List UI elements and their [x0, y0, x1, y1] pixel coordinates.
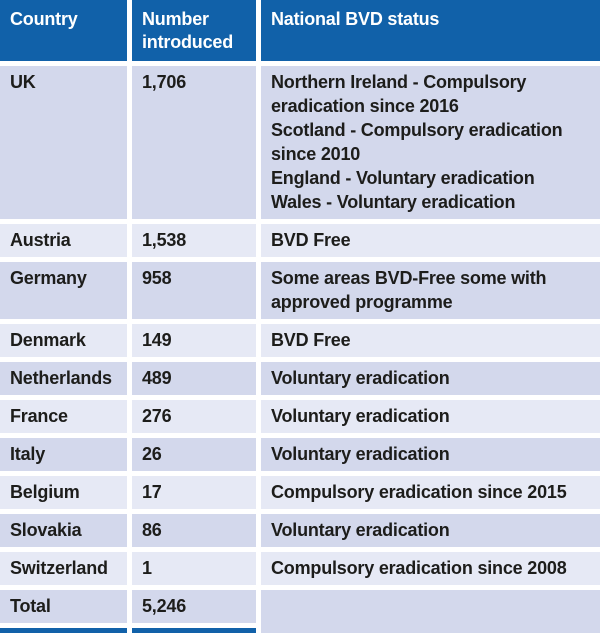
cell-number-denmark: 149 — [132, 324, 256, 357]
cell-status-switzerland: Compulsory eradication since 2008 — [261, 552, 600, 585]
header-cell-number-introduced: Number introduced — [132, 0, 256, 61]
cell-country-belgium: Belgium — [0, 476, 127, 509]
cell-country-austria: Austria — [0, 224, 127, 257]
cell-country-total: Total — [0, 590, 127, 623]
cell-country-france: France — [0, 400, 127, 433]
header-cell-national-bvd-status: National BVD status — [261, 0, 600, 61]
cell-number-total: 5,246 — [132, 590, 256, 623]
cell-number-switzerland: 1 — [132, 552, 256, 585]
cell-status-belgium: Compulsory eradication since 2015 — [261, 476, 600, 509]
cell-number-austria: 1,538 — [132, 224, 256, 257]
cell-country-italy: Italy — [0, 438, 127, 471]
cell-country-slovakia: Slovakia — [0, 514, 127, 547]
cell-status-uk: Northern Ireland - Compulsory eradicatio… — [261, 66, 600, 219]
cell-number-netherlands: 489 — [132, 362, 256, 395]
cell-status-total — [261, 590, 600, 633]
cell-country-germany: Germany — [0, 262, 127, 319]
cell-number-slovakia: 86 — [132, 514, 256, 547]
cell-status-france: Voluntary eradication — [261, 400, 600, 433]
bottom-row-stub-col2 — [132, 628, 256, 633]
cell-number-uk: 1,706 — [132, 66, 256, 219]
cell-country-uk: UK — [0, 66, 127, 219]
cell-status-germany: Some areas BVD-Free some with approved p… — [261, 262, 600, 319]
cell-country-switzerland: Switzerland — [0, 552, 127, 585]
bottom-row-stub-col1 — [0, 628, 127, 633]
cell-status-slovakia: Voluntary eradication — [261, 514, 600, 547]
cell-status-italy: Voluntary eradication — [261, 438, 600, 471]
cell-number-germany: 958 — [132, 262, 256, 319]
cell-status-austria: BVD Free — [261, 224, 600, 257]
cell-status-netherlands: Voluntary eradication — [261, 362, 600, 395]
cell-number-italy: 26 — [132, 438, 256, 471]
cell-number-belgium: 17 — [132, 476, 256, 509]
cell-country-denmark: Denmark — [0, 324, 127, 357]
cell-number-france: 276 — [132, 400, 256, 433]
cell-country-netherlands: Netherlands — [0, 362, 127, 395]
header-cell-country: Country — [0, 0, 127, 61]
cell-status-denmark: BVD Free — [261, 324, 600, 357]
